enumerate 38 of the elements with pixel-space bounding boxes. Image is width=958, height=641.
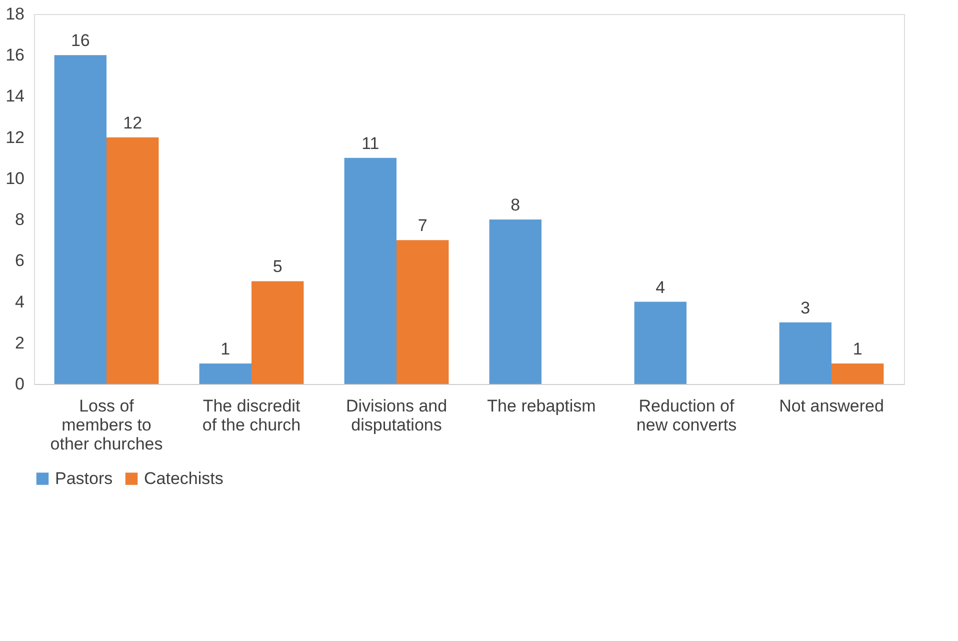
bar — [779, 322, 832, 384]
y-tick-label: 0 — [15, 374, 24, 394]
data-label: 4 — [656, 278, 666, 297]
data-label: 7 — [418, 216, 428, 236]
bar — [634, 302, 686, 384]
bar — [252, 281, 304, 384]
data-label: 12 — [123, 113, 142, 132]
x-tick-label: The discredit of the church — [202, 396, 301, 434]
y-tick-label: 8 — [15, 210, 24, 230]
data-label: 1 — [220, 339, 230, 358]
y-tick-label: 10 — [6, 168, 24, 188]
data-label: 1 — [852, 339, 862, 358]
bar — [344, 158, 396, 384]
y-tick-label: 2 — [15, 333, 24, 352]
data-label: 16 — [70, 31, 90, 50]
data-label: 8 — [510, 196, 520, 215]
data-label: 3 — [800, 298, 810, 318]
data-label: 11 — [362, 134, 380, 153]
y-tick-label: 4 — [15, 292, 24, 312]
bar — [489, 220, 542, 384]
data-label: 5 — [272, 257, 282, 276]
x-tick-label: Not answered — [779, 396, 884, 416]
bar — [106, 137, 159, 384]
y-tick-label: 18 — [6, 4, 24, 24]
legend-label: Pastors — [55, 468, 113, 488]
x-tick-label: The rebaptism — [487, 396, 596, 416]
y-tick-label: 14 — [6, 86, 24, 106]
x-tick-label: Divisions and disputations — [346, 396, 448, 434]
y-tick-label: 16 — [6, 46, 24, 65]
y-tick-label: 12 — [6, 128, 24, 147]
bar — [832, 363, 884, 384]
legend-label: Catechists — [144, 468, 224, 488]
x-tick-label: Reduction of new converts — [636, 396, 737, 434]
y-tick-label: 6 — [15, 251, 24, 270]
x-tick-label: Loss of members to other churches — [50, 396, 163, 454]
bar — [54, 55, 106, 384]
bar — [396, 240, 449, 384]
bar — [199, 363, 252, 384]
